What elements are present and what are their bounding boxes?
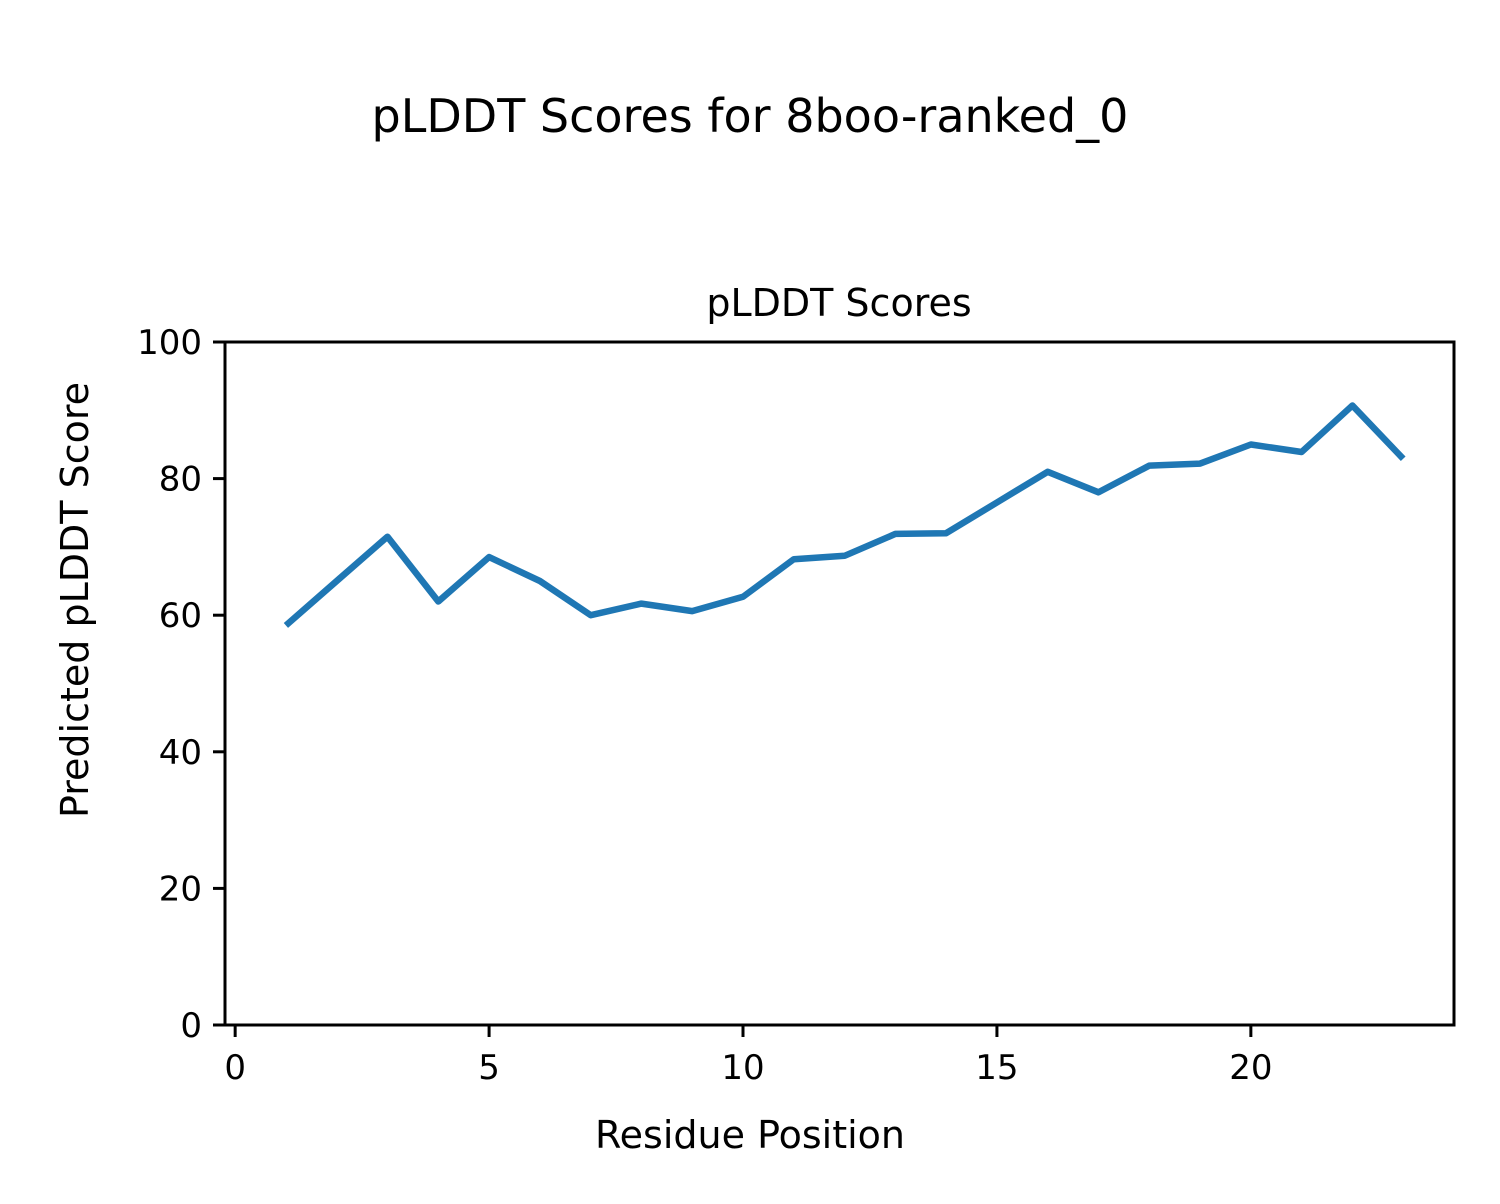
y-tick-label: 20 — [159, 869, 202, 909]
plddt-series-line — [283, 402, 1406, 628]
figure-suptitle: pLDDT Scores for 8boo-ranked_0 — [372, 89, 1129, 143]
y-tick-label: 40 — [159, 733, 202, 773]
x-tick-label: 10 — [721, 1048, 764, 1088]
axis-ticks: 0 5 10 15 20 0 20 40 60 80 100 — [137, 323, 1272, 1088]
y-tick-label: 0 — [180, 1006, 202, 1046]
x-tick-label: 5 — [478, 1048, 500, 1088]
x-tick-label: 15 — [975, 1048, 1018, 1088]
y-tick-label: 100 — [137, 323, 202, 363]
x-tick-label: 20 — [1229, 1048, 1272, 1088]
x-axis-label: Residue Position — [595, 1113, 905, 1157]
y-axis-label: Predicted pLDDT Score — [53, 382, 97, 818]
axes-title: pLDDT Scores — [706, 281, 971, 325]
y-tick-label: 80 — [159, 460, 202, 500]
x-tick-label: 0 — [224, 1048, 246, 1088]
plot-border — [223, 340, 1456, 1027]
y-tick-label: 60 — [159, 596, 202, 636]
